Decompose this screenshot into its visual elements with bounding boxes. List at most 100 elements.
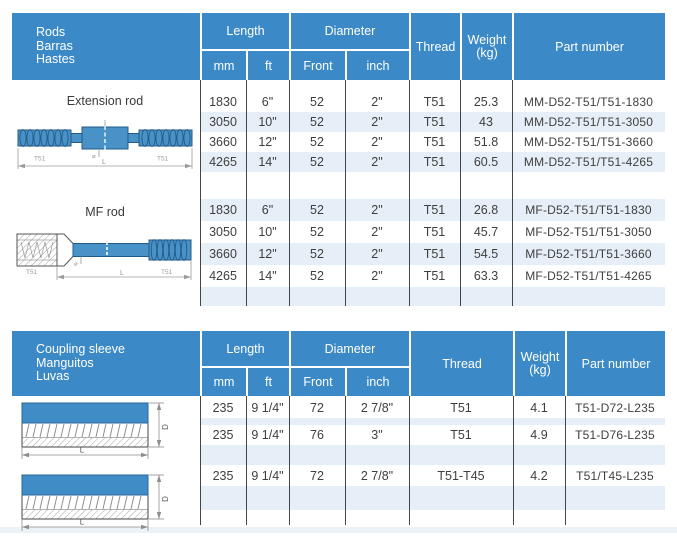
row-stripe — [200, 486, 665, 510]
grid-line — [565, 396, 566, 525]
cell-diameter-inch: 2" — [371, 155, 383, 169]
cell-length-mm: 1830 — [209, 95, 237, 109]
length-dim-label: L — [120, 270, 124, 277]
header-mm: mm — [202, 368, 246, 396]
cell-diameter-front: 52 — [310, 247, 324, 261]
grid-line — [289, 396, 290, 525]
row-stripe — [200, 418, 665, 425]
grid-line — [513, 396, 514, 525]
title-line: Luvas — [36, 369, 70, 384]
table-row: 235 9 1/4" 76 3" T51 4.9 T51-D76-L235 — [200, 425, 665, 445]
grid-line — [512, 80, 513, 306]
cell-length-ft: 10" — [258, 225, 277, 239]
cell-thread: T51 — [423, 269, 446, 283]
cell-thread: T51 — [423, 203, 446, 217]
grid-line — [246, 396, 247, 525]
thread-size-label: T51 — [34, 156, 46, 163]
cell-length-mm: 4265 — [209, 155, 237, 169]
cell-weight: 54.5 — [473, 247, 499, 261]
grid-line — [409, 396, 410, 525]
row-stripe — [200, 199, 665, 221]
header-thread: Thread — [411, 13, 460, 80]
cell-diameter-front: 52 — [310, 155, 324, 169]
cell-diameter-inch: 2" — [371, 95, 383, 109]
title-line: Manguitos — [36, 355, 94, 370]
cell-thread: T51-T45 — [437, 468, 485, 483]
coupling-sleeve-diagram: D L — [21, 402, 170, 459]
title-line: Barras — [36, 38, 73, 53]
header-length: Length — [202, 331, 289, 366]
header-thread: Thread — [411, 331, 513, 396]
coupling-table-title: Coupling sleeve Manguitos Luvas — [12, 331, 200, 396]
cell-length-ft: 14" — [258, 269, 277, 283]
cell-thread: T51 — [423, 247, 446, 261]
grid-line — [200, 80, 201, 306]
table-row: 235 9 1/4" 72 2 7/8" T51 4.1 T51-D72-L23… — [200, 398, 665, 418]
cell-part-number: MF-D52-T51/T51-3660 — [525, 247, 652, 261]
cell-diameter-inch: 2" — [371, 135, 383, 149]
cell-diameter-inch: 2 7/8" — [360, 401, 394, 415]
diameter-dim-label: D — [161, 496, 170, 502]
table-row: 4265 14" 52 2" T51 63.3 MF-D52-T51/T51-4… — [200, 265, 665, 287]
grid-line — [460, 80, 461, 306]
length-dim-label: L — [80, 518, 85, 527]
header-weight: Weight (kg) — [515, 331, 565, 396]
cell-length-ft: 14" — [258, 155, 277, 169]
cell-length-ft: 9 1/4" — [251, 468, 284, 483]
title-line: Hastes — [36, 52, 75, 67]
length-dim-label: L — [102, 159, 106, 166]
cell-length-ft: 6" — [261, 203, 274, 217]
cell-part-number: T51-D76-L235 — [575, 428, 655, 442]
cell-weight: 26.8 — [473, 203, 499, 217]
cell-diameter-inch: 3" — [371, 428, 383, 442]
thread-size-label: T51 — [26, 269, 38, 276]
cell-weight: 45.7 — [473, 225, 499, 239]
cell-part-number: MF-D52-T51/T51-1830 — [525, 203, 652, 217]
table-row: 235 9 1/4" 72 2 7/8" T51-T45 4.2 T51/T45… — [200, 465, 665, 486]
rods-table-title: Rods Barras Hastes — [12, 13, 200, 80]
cell-length-mm: 3660 — [209, 135, 237, 149]
header-front: Front — [291, 51, 345, 80]
diameter-symbol: ⌀ — [74, 262, 78, 268]
header-diameter: Diameter — [291, 13, 409, 49]
header-diameter: Diameter — [291, 331, 409, 366]
cell-diameter-front: 52 — [310, 225, 324, 239]
cell-part-number: MM-D52-T51/T51-3050 — [523, 115, 654, 129]
header-weight: Weight (kg) — [462, 13, 512, 80]
row-stripe — [200, 152, 665, 172]
cell-diameter-front: 76 — [310, 428, 324, 442]
length-dim-label: L — [80, 446, 85, 455]
cell-length-ft: 10" — [258, 115, 277, 129]
cell-part-number: MF-D52-T51/T51-3050 — [525, 225, 652, 239]
cell-diameter-front: 52 — [310, 135, 324, 149]
page-divider — [0, 527, 677, 533]
cell-diameter-front: 52 — [310, 115, 324, 129]
cell-weight: 4.1 — [530, 401, 548, 415]
cell-diameter-inch: 2" — [371, 269, 383, 283]
cell-length-mm: 3050 — [209, 115, 237, 129]
cell-diameter-inch: 2" — [371, 247, 383, 261]
cell-length-mm: 1830 — [209, 203, 237, 217]
cell-diameter-front: 52 — [310, 95, 324, 109]
table-row: 3660 12" 52 2" T51 51.8 MM-D52-T51/T51-3… — [200, 132, 665, 152]
cell-thread: T51 — [450, 401, 472, 415]
header-weight-line2: (kg) — [529, 362, 551, 377]
header-part-number: Part number — [514, 13, 665, 80]
cell-part-number: T51/T45-L235 — [576, 468, 654, 483]
cell-length-ft: 9 1/4" — [251, 428, 284, 442]
header-weight-line1: Weight — [467, 32, 507, 47]
cell-thread: T51 — [423, 155, 446, 169]
cell-thread: T51 — [423, 95, 446, 109]
cell-diameter-inch: 2" — [371, 225, 383, 239]
cell-part-number: MM-D52-T51/T51-4265 — [523, 155, 654, 169]
header-front: Front — [291, 368, 345, 396]
thread-size-label: T51 — [161, 269, 173, 276]
grid-line — [345, 396, 346, 525]
cell-thread: T51 — [423, 115, 446, 129]
cell-length-mm: 3050 — [209, 225, 237, 239]
cell-length-mm: 4265 — [209, 269, 237, 283]
row-stripe — [200, 112, 665, 132]
cell-weight: 63.3 — [473, 269, 499, 283]
cell-length-ft: 9 1/4" — [251, 401, 284, 415]
cell-thread: T51 — [423, 135, 446, 149]
